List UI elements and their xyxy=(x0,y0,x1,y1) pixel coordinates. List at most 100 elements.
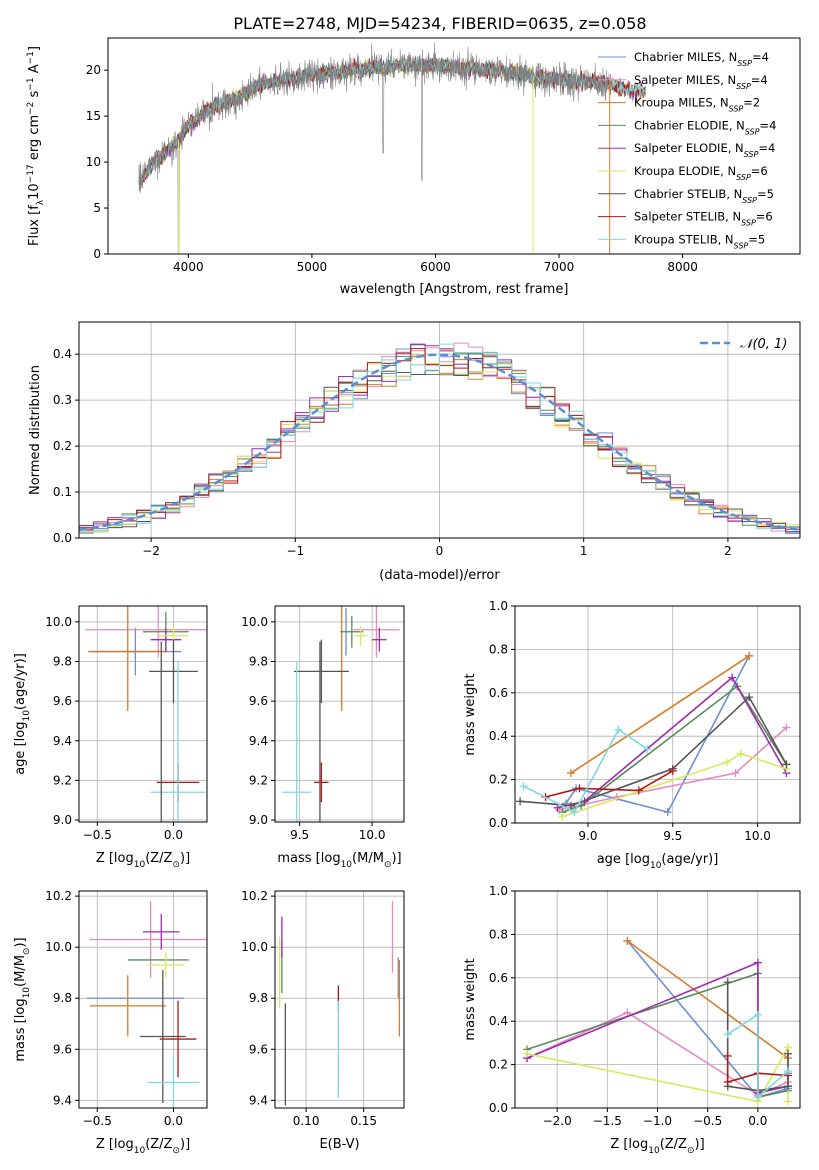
age-vs-mass-axes-xlabel-part: 10 xyxy=(341,860,353,870)
y-tick-label: 9.6 xyxy=(53,694,72,708)
legend-label-sub: SSP xyxy=(741,218,756,227)
weight-vs-z-axes-xlabel-part: )] xyxy=(695,1137,705,1152)
legend-label-sub: SSP xyxy=(734,241,749,250)
plot-area xyxy=(523,936,792,1106)
weight-vs-z-axes-xlabel: Z [log10(Z/Z⊙)] xyxy=(610,1137,704,1156)
x-tick-label: 0 xyxy=(436,544,444,558)
spectrum-ylabel-part: λ xyxy=(36,199,46,205)
x-tick-label: −0.5 xyxy=(83,1114,112,1128)
y-tick-label: 9.4 xyxy=(53,1093,72,1107)
x-tick-label: 0.15 xyxy=(350,1114,377,1128)
y-tick-label: 10.2 xyxy=(45,889,72,903)
spectrum-ylabel-part: −1 xyxy=(26,77,36,90)
age-vs-z-axes: −0.5 0.09.09.29.49.69.810.0Z [log10(Z/Z⊙)… xyxy=(13,605,208,870)
age-vs-z-axes-ylabel-part: 10 xyxy=(22,710,32,722)
mass-vs-z-axes-ylabel-part: ⊙ xyxy=(22,948,32,956)
age-vs-mass-axes-xlabel-part: ⊙ xyxy=(384,860,392,870)
y-tick-label: 9.0 xyxy=(53,813,72,827)
plot-area xyxy=(282,606,400,822)
mass-vs-z-axes-xlabel-part: Z [log xyxy=(96,1137,134,1152)
mass-vs-z-axes-xlabel: Z [log10(Z/Z⊙)] xyxy=(96,1137,190,1156)
x-tick-label: 10.0 xyxy=(744,829,771,843)
x-tick-label: 9.5 xyxy=(663,829,682,843)
y-tick-label: 9.4 xyxy=(53,734,72,748)
x-tick-label: 1 xyxy=(580,544,588,558)
weight-vs-age-axes: 9.0 9.5 10.0 0.0 0.2 0.4 0.6 0.8 1.0 age [log10(a… xyxy=(463,599,801,871)
legend-label-text: Kroupa STELIB, N xyxy=(634,232,734,246)
y-tick-label: 0.2 xyxy=(53,439,72,453)
mass-vs-z-axes: −0.5 0.09.49.69.810.010.2Z [log10(Z/Z⊙)]m… xyxy=(13,889,208,1156)
histogram-xlabel: (data-model)/error xyxy=(379,568,500,583)
legend-label-text: Chabrier STELIB, N xyxy=(634,187,742,201)
legend-label-count: =4 xyxy=(760,118,777,132)
mass-vs-z-axes-xlabel-part: (Z/Z xyxy=(145,1137,172,1152)
spectrum-ylabel: Flux [fλ10−17 erg cm−2 s−1 A−1] xyxy=(26,46,46,246)
mass-vs-z-axes-xlabel-part: 10 xyxy=(134,1146,146,1156)
mass-weight-line xyxy=(727,1013,789,1099)
spectrum-xlabel: wavelength [Angstrom, rest frame] xyxy=(340,282,569,297)
y-tick-label: 9.8 xyxy=(249,654,268,668)
legend-label-salpeter_miles: Salpeter MILES, NSSP=4 xyxy=(634,73,768,91)
x-tick-label: 0.0 xyxy=(748,1114,767,1128)
mass-vs-z-axes-xlabel-part: )] xyxy=(180,1137,190,1152)
y-tick-label: 0.3 xyxy=(53,393,72,407)
legend-label-text: Salpeter MILES, N xyxy=(634,73,736,87)
spectrum-ylabel-part: ] xyxy=(27,46,42,51)
y-tick-label: 10.0 xyxy=(241,615,268,629)
mass-vs-z-axes-ylabel-part: 10 xyxy=(22,987,32,999)
y-tick-label: 15 xyxy=(86,109,101,123)
weight-vs-z-axes: −2.0 −1.5 −1.0 −0.5 0.0 0.0 0.2 0.4 0.6 0.8 1.0 Z [… xyxy=(463,884,801,1156)
legend-label-count: =5 xyxy=(748,232,765,246)
mass-weight-line xyxy=(545,770,674,798)
plot-area xyxy=(138,42,646,254)
legend-label-kroupa_stelib: Kroupa STELIB, NSSP=5 xyxy=(634,232,765,250)
mass-weight-line xyxy=(523,728,648,814)
legend-label-sub: SSP xyxy=(736,173,751,182)
y-tick-label: 0.0 xyxy=(489,816,508,830)
spectrum-ylabel-part: −17 xyxy=(26,164,36,183)
legend-label-kroupa_miles: Kroupa MILES, NSSP=2 xyxy=(634,96,760,114)
legend-label-normal: 𝒩(0, 1) xyxy=(740,337,787,352)
y-tick-label: 20 xyxy=(86,63,101,77)
legend-label-count: =4 xyxy=(752,50,769,64)
legend-label-sub: SSP xyxy=(744,150,759,159)
spectrum-ylabel-part: −2 xyxy=(26,102,36,115)
weight-vs-age-axes-xlabel: age [log10(age/yr)] xyxy=(597,852,719,871)
weight-vs-z-axes-ylabel: mass weight xyxy=(463,958,478,1040)
legend-label-chabrier_elodie: Chabrier ELODIE, NSSP=4 xyxy=(634,118,776,136)
normal-curve xyxy=(79,353,800,532)
age-vs-mass-axes-xlabel-part: mass [log xyxy=(277,851,340,866)
age-vs-mass-axes-xlabel: mass [log10(M/M⊙)] xyxy=(277,851,401,870)
mass-vs-z-axes-ylabel-part: mass [log xyxy=(13,998,28,1061)
y-tick-label: 0.2 xyxy=(489,1058,508,1072)
y-tick-label: 0.4 xyxy=(53,347,72,361)
y-tick-label: 1.0 xyxy=(489,884,508,898)
legend-label-sub: SSP xyxy=(729,104,744,113)
legend-label-salpeter_stelib: Salpeter STELIB, NSSP=6 xyxy=(634,210,773,228)
legend-label-text: Chabrier ELODIE, N xyxy=(634,118,745,132)
axes-frame xyxy=(78,890,208,1109)
y-tick-label: 10 xyxy=(86,155,101,169)
legend-label-count: =4 xyxy=(758,141,775,155)
y-tick-label: 0.0 xyxy=(53,531,72,545)
y-tick-label: 9.0 xyxy=(249,813,268,827)
y-tick-label: 9.6 xyxy=(249,1042,268,1056)
legend-label-count: =2 xyxy=(743,96,760,110)
y-tick-label: 9.6 xyxy=(249,694,268,708)
x-tick-label: −2 xyxy=(142,544,160,558)
y-tick-label: 0 xyxy=(93,247,101,261)
observed-spectrum-line xyxy=(138,42,612,254)
histogram-steps xyxy=(79,343,800,534)
y-tick-label: 0.4 xyxy=(489,729,508,743)
y-tick-label: 0.4 xyxy=(489,1014,508,1028)
weight-vs-age-axes-ylabel: mass weight xyxy=(463,673,478,755)
y-tick-label: 5 xyxy=(93,201,101,215)
age-vs-z-axes-ylabel: age [log10(age/yr)] xyxy=(13,653,32,775)
x-tick-label: 6000 xyxy=(420,260,451,274)
legend-label-chabrier_miles: Chabrier MILES, NSSP=4 xyxy=(634,50,769,68)
x-tick-label: −1 xyxy=(286,544,304,558)
mass-weight-line xyxy=(726,1055,789,1084)
x-tick-label: 5000 xyxy=(297,260,328,274)
mass-weight-line xyxy=(562,752,787,818)
axes-frame xyxy=(274,605,405,823)
